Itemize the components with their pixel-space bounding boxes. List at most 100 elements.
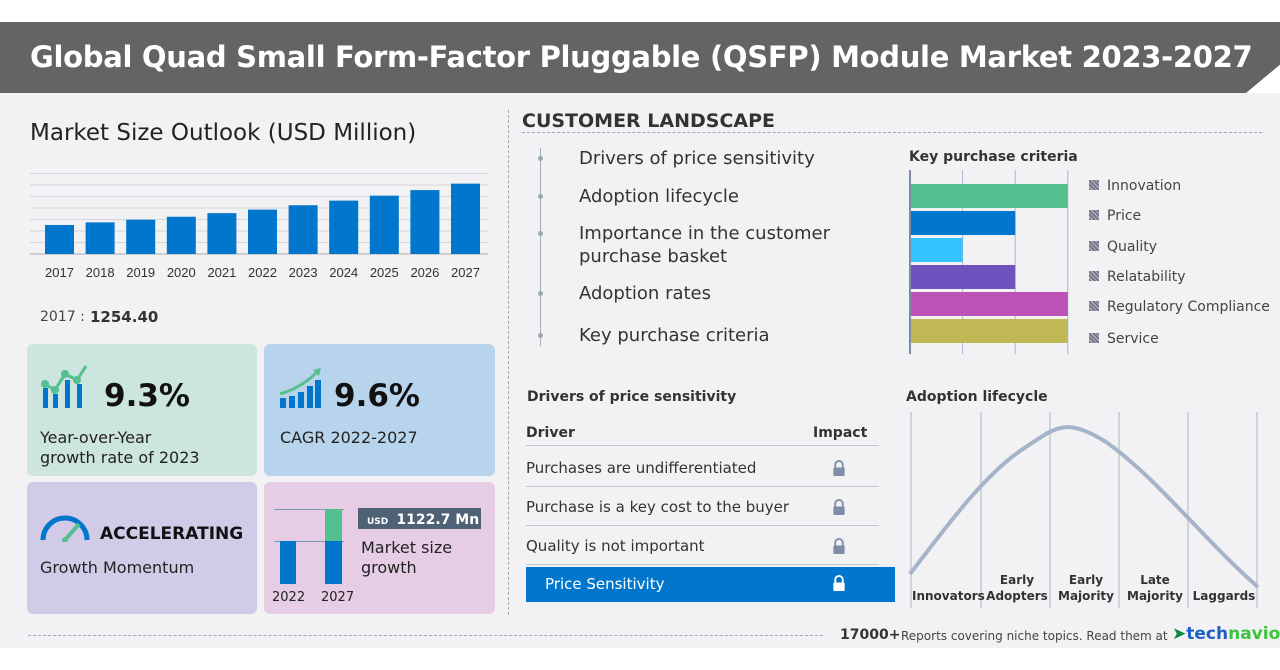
kpc-legend-item: Innovation xyxy=(1089,178,1181,194)
year-end: 2027 xyxy=(321,590,355,605)
legend-swatch-icon xyxy=(1089,180,1099,190)
legend-swatch-icon xyxy=(1089,241,1099,251)
growth-currency: USD xyxy=(367,517,389,527)
cagr-card: 9.6% CAGR 2022-2027 xyxy=(264,344,495,476)
kpc-bar-4 xyxy=(910,292,1068,316)
kpc-bar-2 xyxy=(910,238,963,262)
bar-increment xyxy=(325,509,342,541)
kpc-title: Key purchase criteria xyxy=(909,149,1078,165)
x-tick-label: 2023 xyxy=(289,265,318,280)
kpc-bar-3 xyxy=(910,265,1016,289)
lock-icon[interactable] xyxy=(832,460,846,476)
bar-2027 xyxy=(451,183,480,254)
bar-2026 xyxy=(410,190,440,254)
lock-icon[interactable] xyxy=(832,538,846,554)
x-tick-label: 2020 xyxy=(167,265,196,280)
timeline-dot xyxy=(538,333,543,338)
bar-2021 xyxy=(207,213,237,254)
x-tick-label: 2026 xyxy=(410,265,439,280)
base-year-label: 2017 : xyxy=(40,309,85,325)
lock-icon[interactable] xyxy=(832,499,846,515)
bar-2022 xyxy=(248,209,277,254)
growth-value: 1122.7 Mn xyxy=(396,512,480,528)
report-count: 17000+ xyxy=(840,627,901,643)
growth-card: 2022 2027 USD 1122.7 Mn Market size grow… xyxy=(264,482,495,614)
adoption-title: Adoption lifecycle xyxy=(906,389,1048,405)
bar-2020 xyxy=(166,216,196,254)
kpc-bar-0 xyxy=(910,184,1068,208)
driver-row: Purchases are undifferentiated xyxy=(526,449,879,487)
growth-label-1: Market size xyxy=(361,538,453,557)
market-size-bar-chart: 2017 2018 2019 2020 2021 2022 2023 2024 2025 2026… xyxy=(30,173,488,280)
adoption-stage: Laggards xyxy=(1192,589,1256,603)
lock-icon[interactable] xyxy=(832,575,846,591)
driver-col-header: Driver xyxy=(526,425,575,441)
growth-chart-icon xyxy=(41,365,88,408)
trend-up-icon xyxy=(279,368,321,408)
yoy-label-1: Year-over-Year xyxy=(40,428,152,447)
legend-swatch-icon xyxy=(1089,210,1099,220)
kpc-legend-item: Quality xyxy=(1089,239,1157,255)
driver-row: Purchase is a key cost to the buyer xyxy=(526,488,879,526)
cagr-label: CAGR 2022-2027 xyxy=(280,428,418,447)
kpc-bar-5 xyxy=(910,319,1068,343)
x-tick-label: 2019 xyxy=(126,265,155,280)
technavio-logo[interactable]: ➤technavio xyxy=(1172,624,1280,644)
bar-2025 xyxy=(369,195,399,254)
x-tick-label: 2022 xyxy=(248,265,277,280)
cagr-value: 9.6% xyxy=(334,378,420,414)
legend-swatch-icon xyxy=(1089,333,1099,343)
bar-2017 xyxy=(45,225,74,254)
landscape-item[interactable]: Drivers of price sensitivity xyxy=(579,148,815,169)
timeline-dot xyxy=(538,231,543,236)
price-sensitivity-label: Price Sensitivity xyxy=(545,575,665,593)
market-outlook-title: Market Size Outlook (USD Million) xyxy=(30,120,417,146)
bar-2027 xyxy=(325,541,342,584)
drivers-title: Drivers of price sensitivity xyxy=(527,389,737,405)
adoption-stage: Early Majority xyxy=(1058,573,1114,603)
momentum-label: Growth Momentum xyxy=(40,558,195,577)
stage-dividers xyxy=(910,412,1258,608)
header-banner xyxy=(0,22,1280,93)
bar-2023 xyxy=(288,205,318,254)
driver-row: Quality is not important xyxy=(526,527,879,565)
impact-col-header: Impact xyxy=(813,425,868,441)
bar-2024 xyxy=(329,200,359,254)
kpc-bar-1 xyxy=(910,211,1016,235)
x-tick-label: 2027 xyxy=(451,265,480,280)
x-tick-label: 2018 xyxy=(86,265,115,280)
landscape-item[interactable]: Key purchase criteria xyxy=(579,325,770,346)
kpc-bar-chart xyxy=(909,170,1069,354)
adoption-stage: Late Majority xyxy=(1127,573,1183,603)
landscape-item[interactable]: Adoption rates xyxy=(579,283,712,304)
yoy-value: 9.3% xyxy=(104,378,190,414)
drivers-header: Driver Impact xyxy=(526,415,879,446)
momentum-card: ACCELERATING Growth Momentum xyxy=(27,482,257,614)
yoy-card: 9.3% Year-over-Year growth rate of 2023 xyxy=(27,344,257,476)
x-tick-label: 2017 xyxy=(45,265,74,280)
timeline-dot xyxy=(538,156,543,161)
landscape-title: CUSTOMER LANDSCAPE xyxy=(522,110,776,132)
footer-text: Reports covering niche topics. Read them… xyxy=(901,629,1168,643)
year-start: 2022 xyxy=(272,590,306,605)
kpc-legend-item: Service xyxy=(1089,331,1159,347)
timeline-dot xyxy=(538,194,543,199)
x-tick-label: 2024 xyxy=(329,265,358,280)
base-year-value: 1254.40 xyxy=(90,308,159,326)
momentum-value: ACCELERATING xyxy=(100,524,244,544)
adoption-stage: Early Adopters xyxy=(986,573,1048,603)
landscape-item[interactable]: Importance in the customer purchase bask… xyxy=(579,223,831,267)
kpc-legend-item: Regulatory Compliance xyxy=(1089,299,1270,315)
yoy-label-2: growth rate of 2023 xyxy=(40,448,200,467)
price-sensitivity-row: Price Sensitivity xyxy=(526,567,895,602)
kpc-legend-item: Price xyxy=(1089,208,1141,224)
landscape-item[interactable]: Adoption lifecycle xyxy=(579,186,739,207)
bar-2018 xyxy=(85,222,115,254)
divider xyxy=(508,110,509,615)
adoption-curve-chart xyxy=(908,412,1260,608)
legend-swatch-icon xyxy=(1089,271,1099,281)
kpc-legend-item: Relatability xyxy=(1089,269,1186,285)
page-title: Global Quad Small Form-Factor Pluggable … xyxy=(30,40,1253,74)
x-tick-label: 2021 xyxy=(207,265,236,280)
timeline-dot xyxy=(538,291,543,296)
